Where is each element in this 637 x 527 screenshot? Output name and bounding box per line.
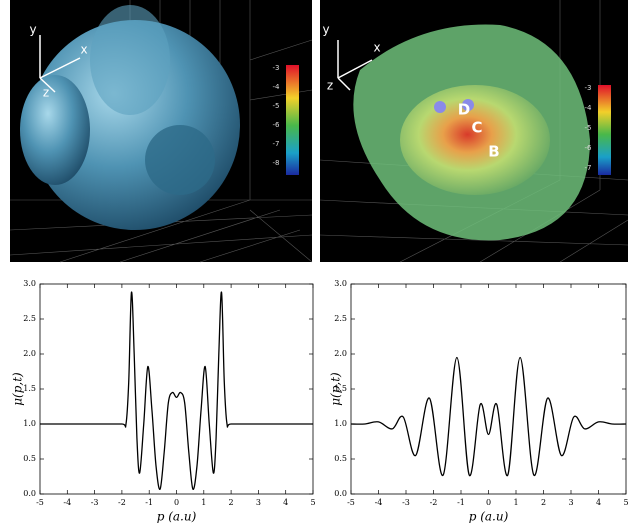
y-tick-label: 1.0 xyxy=(23,419,36,428)
x-tick-label: 3 xyxy=(568,498,573,507)
x-tick-label: -5 xyxy=(347,498,355,507)
y-tick-label: 2.0 xyxy=(23,349,36,358)
x-tick-label: -2 xyxy=(118,498,126,507)
x-tick-label: 5 xyxy=(623,498,628,507)
y-axis-title: μ(p,t) xyxy=(11,372,25,406)
x-tick-label: 5 xyxy=(310,498,315,507)
data-line xyxy=(40,292,313,489)
axis-label-3d: y xyxy=(29,23,36,37)
x-tick-label: 0 xyxy=(486,498,491,507)
x-tick-label: 4 xyxy=(283,498,288,507)
x-tick-label: 4 xyxy=(596,498,601,507)
x-tick-label: 2 xyxy=(229,498,234,507)
figure: y x z -3 -4 -5 -6 -7 -8 y x z DCB -3 -4 -5 -6 -7 -5 -4 -3 -2 -… xyxy=(0,0,637,527)
y-tick-label: 1.5 xyxy=(23,384,36,393)
axis-label-3d: x xyxy=(80,43,87,57)
y-tick-label: 0.0 xyxy=(334,489,347,498)
y-axis-title: μ(p,t) xyxy=(329,372,343,406)
data-line xyxy=(351,358,626,476)
y-tick-label: 2.0 xyxy=(334,349,347,358)
colorbar-tick-label: -3 xyxy=(585,84,592,92)
y-tick-label: 2.5 xyxy=(23,314,36,323)
colorbar-tick-label: -7 xyxy=(273,140,280,148)
axis-label-3d: z xyxy=(43,86,49,100)
plot-frame xyxy=(351,284,626,494)
colorbar-tick-label: -5 xyxy=(585,124,592,132)
y-tick-label: 3.0 xyxy=(334,279,347,288)
x-tick-label: 2 xyxy=(541,498,546,507)
colorbar-tick-label: -3 xyxy=(273,64,280,72)
point-marker-label: D xyxy=(458,101,470,119)
x-tick-label: -4 xyxy=(63,498,71,507)
colorbar-tick-label: -6 xyxy=(273,121,281,129)
colorbar-tick-label: -8 xyxy=(273,159,280,167)
x-tick-label: -2 xyxy=(430,498,438,507)
y-tick-label: 3.0 xyxy=(23,279,36,288)
y-tick-label: 0.0 xyxy=(23,489,36,498)
plot-frame xyxy=(40,284,313,494)
y-tick-label: 1.0 xyxy=(334,419,347,428)
x-axis-title: p (a.u) xyxy=(469,510,509,524)
x-tick-label: 0 xyxy=(174,498,179,507)
point-marker-label: C xyxy=(471,119,482,137)
render-left xyxy=(10,0,312,262)
y-tick-label: 0.5 xyxy=(23,454,36,463)
x-tick-label: -3 xyxy=(402,498,410,507)
x-tick-label: 1 xyxy=(513,498,518,507)
x-tick-label: -1 xyxy=(145,498,153,507)
axis-label-3d: z xyxy=(327,79,333,93)
x-tick-label: -5 xyxy=(36,498,44,507)
axis-label-3d: x xyxy=(373,41,380,55)
x-tick-label: 3 xyxy=(256,498,261,507)
colorbar-tick-label: -7 xyxy=(585,164,592,172)
y-tick-label: 0.5 xyxy=(334,454,347,463)
x-tick-label: 1 xyxy=(201,498,206,507)
colorbar-tick-label: -5 xyxy=(273,102,280,110)
x-tick-label: -3 xyxy=(91,498,99,507)
x-tick-label: -1 xyxy=(457,498,465,507)
axis-label-3d: y xyxy=(322,23,329,37)
point-marker-label: B xyxy=(488,143,499,161)
colorbar-tick-label: -4 xyxy=(273,83,281,91)
colorbar-tick-label: -6 xyxy=(585,144,593,152)
y-tick-label: 2.5 xyxy=(334,314,347,323)
x-tick-label: -4 xyxy=(375,498,383,507)
x-axis-title: p (a.u) xyxy=(157,510,197,524)
colorbar-tick-label: -4 xyxy=(585,104,593,112)
